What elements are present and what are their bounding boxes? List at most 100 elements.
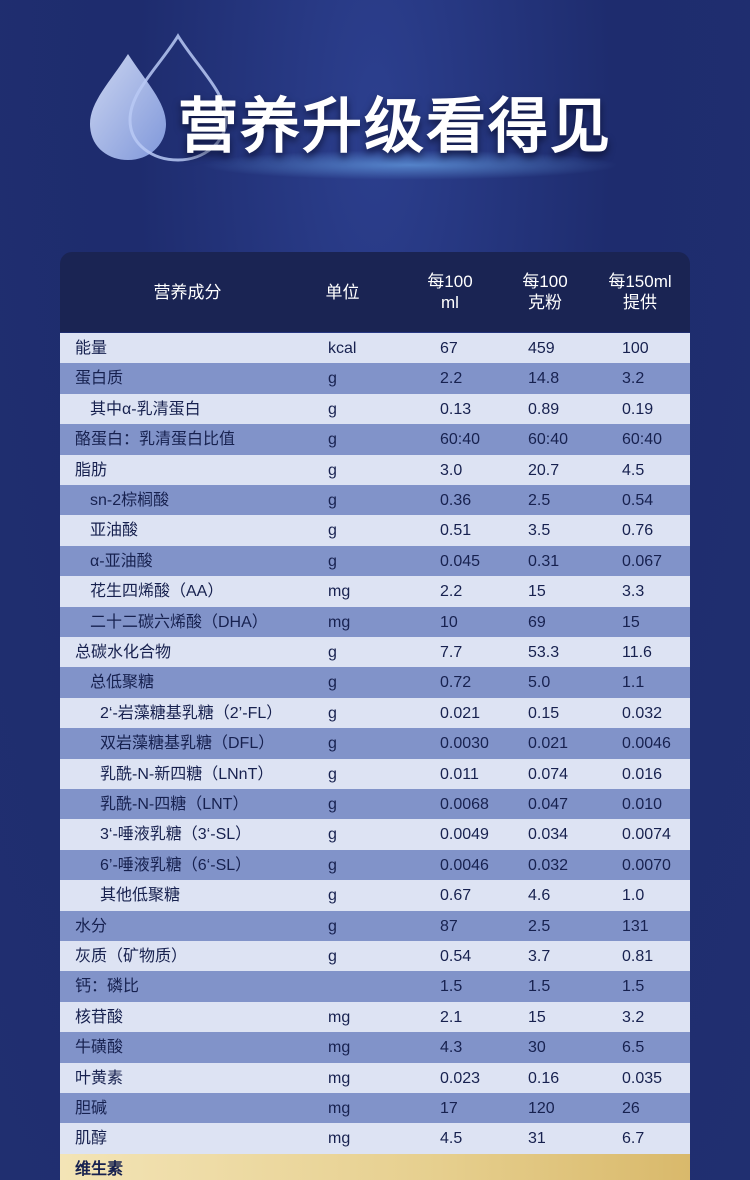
table-cell: 0.31 (528, 552, 560, 570)
nutrient-name: 乳酰-N-四糖（LNT） (100, 796, 249, 813)
nutrient-name: 3‘-唾液乳糖（3‘-SL） (100, 826, 252, 844)
nutrient-name: 蛋白质 (75, 370, 124, 388)
table-cell: g (328, 431, 337, 449)
table-row: 水分 g 87 2.5 131 (60, 910, 690, 941)
table-cell: 20.7 (528, 461, 560, 479)
header-cell: 营养成分 (100, 252, 275, 332)
nutrient-name: 脂肪 (75, 461, 108, 479)
table-cell: 0.021 (440, 704, 481, 722)
header-cell: 每100 ml (400, 252, 500, 332)
table-row: 钙：磷比 1.5 1.5 1.5 (60, 971, 690, 1002)
table-cell: 3.5 (528, 522, 551, 540)
table-cell: 0.0030 (440, 735, 489, 753)
table-cell: 0.011 (440, 765, 479, 783)
table-cell: 67 (440, 340, 458, 357)
table-cell: 0.016 (622, 765, 663, 783)
table-cell: 0.54 (622, 492, 654, 509)
header-text: 营养成分 (153, 282, 222, 302)
nutrient-name: 2‘-岩藻糖基乳糖（2’-FL） (100, 704, 283, 722)
table-cell: 11.6 (622, 644, 652, 661)
table-cell: g (328, 826, 337, 844)
table-row: 6’-唾液乳糖（6‘-SL） g 0.0046 0.032 0.0070 (60, 849, 690, 881)
table-cell: mg (328, 1069, 351, 1087)
table-cell: mg (328, 613, 351, 631)
nutrient-name: 水分 (75, 917, 108, 935)
table-cell: 3.2 (622, 1008, 645, 1026)
table-row: 蛋白质 g 2.2 14.8 3.2 (60, 363, 690, 394)
table-cell: 0.67 (440, 887, 472, 905)
table-cell: kcal (328, 340, 357, 357)
nutrient-name: 乳酰-N-新四糖（LNnT） (100, 765, 274, 783)
table-cell: mg (328, 1039, 351, 1057)
table-cell: 0.89 (528, 400, 560, 418)
nutrient-name: 牛磺酸 (75, 1039, 124, 1057)
table-cell: g (328, 492, 337, 509)
page-title: 营养升级看得见 (178, 93, 612, 160)
table-row: 灰质（矿物质） g 0.54 3.7 0.81 (60, 941, 690, 972)
table-cell: 0.032 (528, 856, 569, 874)
nutrient-name: 核苷酸 (75, 1008, 124, 1026)
table-cell: 15 (528, 1008, 546, 1026)
table-cell: 7.7 (440, 644, 463, 661)
table-cell: 1.0 (622, 887, 645, 905)
nutrition-table: 营养成分 单位 每100 ml 每100 克粉 每150ml 提供 能量 kcal 67 459 10… (60, 252, 690, 1180)
table-cell: g (328, 400, 337, 418)
table-cell: 0.16 (528, 1069, 560, 1087)
table-cell: 5.0 (528, 674, 551, 692)
table-row: 花生四烯酸（AA） mg 2.2 15 3.3 (60, 576, 690, 607)
table-cell: 10 (440, 613, 458, 631)
table-cell: 0.032 (622, 704, 663, 722)
table-cell: 87 (440, 917, 458, 935)
table-cell: 14.8 (528, 370, 560, 388)
table-cell: g (328, 644, 337, 661)
table-cell: 2.1 (440, 1008, 463, 1026)
table-cell: 30 (528, 1039, 546, 1057)
table-cell: 0.0046 (622, 735, 671, 753)
table-row: 胆碱 mg 17 120 26 (60, 1093, 690, 1124)
table-row: sn-2棕榈酸 g 0.36 2.5 0.54 (60, 485, 690, 516)
table-cell: 2.5 (528, 492, 551, 509)
nutrient-name: 总低聚糖 (90, 674, 155, 692)
header-text: 每100 (522, 272, 568, 291)
table-cell: g (328, 917, 337, 935)
table-cell: 0.047 (528, 796, 569, 813)
table-cell: g (328, 796, 337, 813)
nutrient-name: 酪蛋白：乳清蛋白比值 (75, 431, 236, 449)
table-cell: 1.5 (440, 978, 463, 996)
table-cell: 0.074 (528, 765, 569, 783)
nutrient-name: 肌醇 (75, 1130, 108, 1148)
table-row: 总碳水化合物 g 7.7 53.3 11.6 (60, 637, 690, 668)
nutrient-name: 灰质（矿物质） (75, 948, 188, 965)
table-cell: 3.3 (622, 583, 645, 601)
table-cell: 17 (440, 1100, 458, 1117)
table-cell: 26 (622, 1100, 640, 1117)
table-row: 酪蛋白：乳清蛋白比值 g 60:40 60:40 60:40 (60, 424, 690, 455)
nutrient-name: 二十二碳六烯酸（DHA） (90, 613, 268, 631)
table-cell: 1.5 (528, 978, 551, 996)
table-row: 其中α-乳清蛋白 g 0.13 0.89 0.19 (60, 393, 690, 425)
table-cell: 0.13 (440, 400, 472, 418)
table-cell: 100 (622, 340, 649, 357)
nutrient-name: 花生四烯酸（AA） (90, 583, 224, 601)
table-cell: 15 (622, 613, 640, 631)
table-cell: mg (328, 1100, 351, 1117)
nutrient-name: 总碳水化合物 (75, 644, 172, 661)
table-cell: 31 (528, 1130, 546, 1148)
table-cell: 4.5 (622, 461, 645, 479)
table-cell: 60:40 (528, 431, 569, 449)
table-cell: 0.021 (528, 735, 569, 753)
table-cell: 0.54 (440, 948, 472, 965)
table-cell: 3.2 (622, 370, 645, 388)
table-cell: 0.045 (440, 552, 481, 570)
header-text: 克粉 (528, 293, 562, 312)
table-cell: 1.1 (622, 674, 645, 692)
nutrient-name: 其中α-乳清蛋白 (90, 400, 201, 418)
table-cell: 15 (528, 583, 546, 601)
table-cell: 3.0 (440, 461, 463, 479)
nutrient-name: sn-2棕榈酸 (90, 492, 170, 509)
table-cell: 6.7 (622, 1130, 645, 1148)
table-cell: 459 (528, 340, 555, 357)
table-cell: 0.0046 (440, 856, 489, 874)
table-cell: 53.3 (528, 644, 560, 661)
table-row: 叶黄素 mg 0.023 0.16 0.035 (60, 1062, 690, 1093)
